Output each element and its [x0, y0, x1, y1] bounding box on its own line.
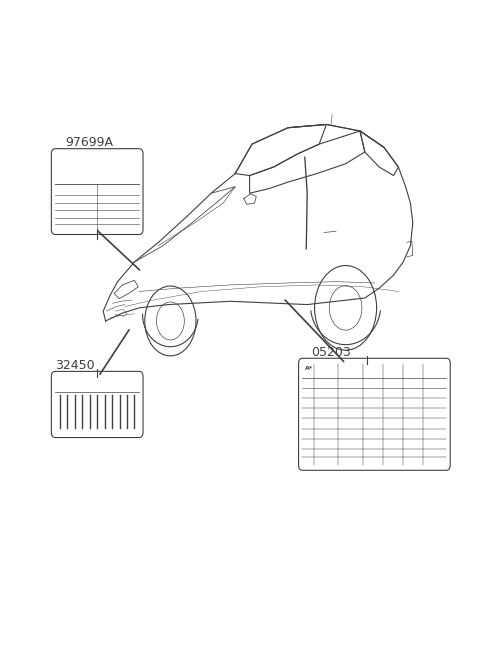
Text: 05203: 05203: [312, 346, 351, 359]
Text: 97699A: 97699A: [65, 136, 113, 149]
Text: 32450: 32450: [55, 359, 94, 372]
Text: A*: A*: [305, 366, 313, 371]
FancyBboxPatch shape: [299, 358, 450, 470]
FancyBboxPatch shape: [51, 371, 143, 438]
FancyBboxPatch shape: [51, 149, 143, 234]
